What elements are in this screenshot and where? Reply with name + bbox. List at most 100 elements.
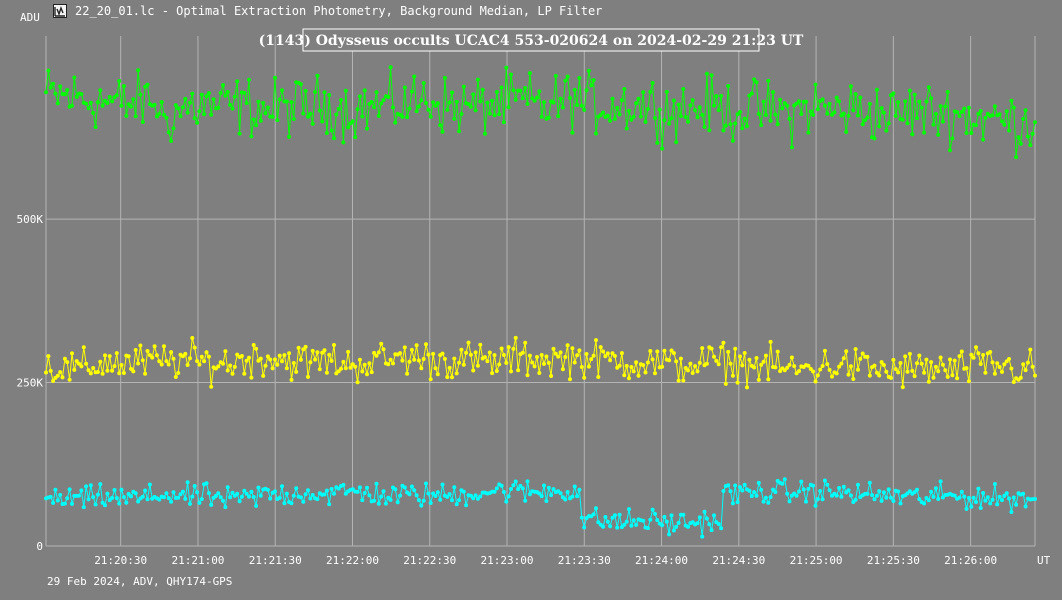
series-2-point	[983, 370, 988, 375]
series-2-point	[591, 353, 596, 358]
series-2-point	[428, 377, 433, 382]
series-3-point	[976, 486, 981, 491]
series-1	[44, 65, 1037, 160]
series-3-point	[501, 490, 506, 494]
series-3-point	[697, 515, 702, 520]
series-1-point	[636, 96, 641, 101]
series-3-point	[176, 495, 181, 500]
x-tick-label: 21:24:00	[635, 554, 688, 567]
series-2-point	[355, 380, 360, 385]
series-3-point	[577, 487, 582, 492]
series-1-point	[955, 110, 960, 115]
series-1-point	[211, 97, 216, 102]
series-1-point	[983, 115, 988, 120]
series-3-point	[815, 497, 820, 502]
series-2-point	[119, 363, 124, 367]
series-2-point	[263, 363, 268, 368]
series-3-point	[603, 515, 608, 519]
series-3-point	[655, 518, 660, 523]
series-3-point	[239, 494, 244, 499]
series-2-point	[825, 362, 830, 367]
series-2-point	[183, 351, 188, 356]
series-1-point	[74, 94, 79, 99]
series-1-point	[872, 136, 877, 141]
series-1-point	[940, 119, 945, 124]
series-3-point	[1033, 497, 1037, 501]
series-3-point	[95, 492, 100, 497]
series-2-point	[740, 363, 745, 368]
series-1-point	[693, 108, 698, 113]
series-2-point	[232, 364, 237, 369]
series-2-point	[320, 350, 325, 355]
series-3-point	[709, 528, 714, 533]
series-1-point	[775, 122, 780, 127]
series-3-point	[426, 491, 431, 496]
series-3-point	[204, 481, 209, 486]
series-2-point	[818, 367, 823, 372]
series-2-point	[926, 379, 931, 384]
series-2-point	[900, 385, 905, 390]
series-3-point	[506, 494, 511, 499]
series-3-point	[112, 488, 117, 492]
series-2-point	[827, 367, 832, 372]
series-2-point	[610, 351, 615, 356]
series-3-point	[525, 479, 530, 484]
series-2-point	[55, 373, 60, 378]
series-3-point	[572, 484, 577, 489]
series-3	[44, 477, 1037, 539]
series-1-point	[91, 111, 96, 115]
series-2-point	[157, 359, 162, 364]
series-2-point	[742, 351, 747, 355]
lightcurve-app-icon[interactable]	[53, 4, 67, 18]
series-3-point	[707, 522, 712, 527]
series-3-point	[653, 511, 657, 516]
series-2-point	[268, 357, 273, 362]
series-2-point	[197, 362, 202, 367]
series-1-point	[907, 88, 912, 93]
series-1-point	[560, 105, 565, 110]
series-2-point	[872, 363, 877, 368]
series-1-point	[454, 99, 459, 104]
series-1-point	[391, 105, 395, 110]
series-2-point	[513, 335, 518, 340]
series-2-point	[966, 379, 971, 384]
series-2-point	[121, 371, 126, 375]
series-1-point	[105, 101, 110, 106]
series-2-point	[546, 360, 551, 365]
series-3-point	[388, 497, 393, 502]
series-2-point	[60, 375, 65, 380]
series-3-point	[804, 499, 808, 504]
series-2-point	[539, 353, 544, 357]
series-2-point	[712, 354, 716, 359]
series-2-point	[445, 375, 450, 380]
series-1-point	[542, 100, 546, 105]
series-2-point	[853, 347, 858, 352]
series-1-point	[232, 94, 237, 99]
series-2-point	[475, 363, 480, 368]
series-1-point	[978, 109, 983, 113]
series-2-point	[704, 361, 709, 366]
series-3-point	[206, 491, 211, 496]
series-3-point	[289, 501, 294, 506]
series-1-point	[173, 103, 178, 108]
series-3-point	[957, 495, 962, 500]
series-3-point	[65, 496, 70, 501]
series-3-point	[129, 494, 133, 499]
series-2-point	[617, 363, 622, 368]
series-2	[44, 335, 1037, 390]
series-2-point	[79, 364, 84, 369]
series-3-point	[853, 497, 858, 502]
series-2-point	[1033, 373, 1037, 378]
series-1-point	[936, 132, 941, 137]
series-1-point	[1014, 155, 1019, 160]
series-2-point	[65, 360, 70, 365]
series-3-point	[549, 493, 554, 498]
series-2-point	[881, 363, 886, 367]
series-1-point	[577, 76, 582, 80]
series-2-point	[44, 370, 48, 375]
series-1-point	[877, 124, 882, 129]
series-3-point	[294, 486, 299, 491]
series-1-point	[660, 146, 665, 151]
series-3-point	[825, 482, 830, 487]
series-3-point	[799, 479, 804, 484]
